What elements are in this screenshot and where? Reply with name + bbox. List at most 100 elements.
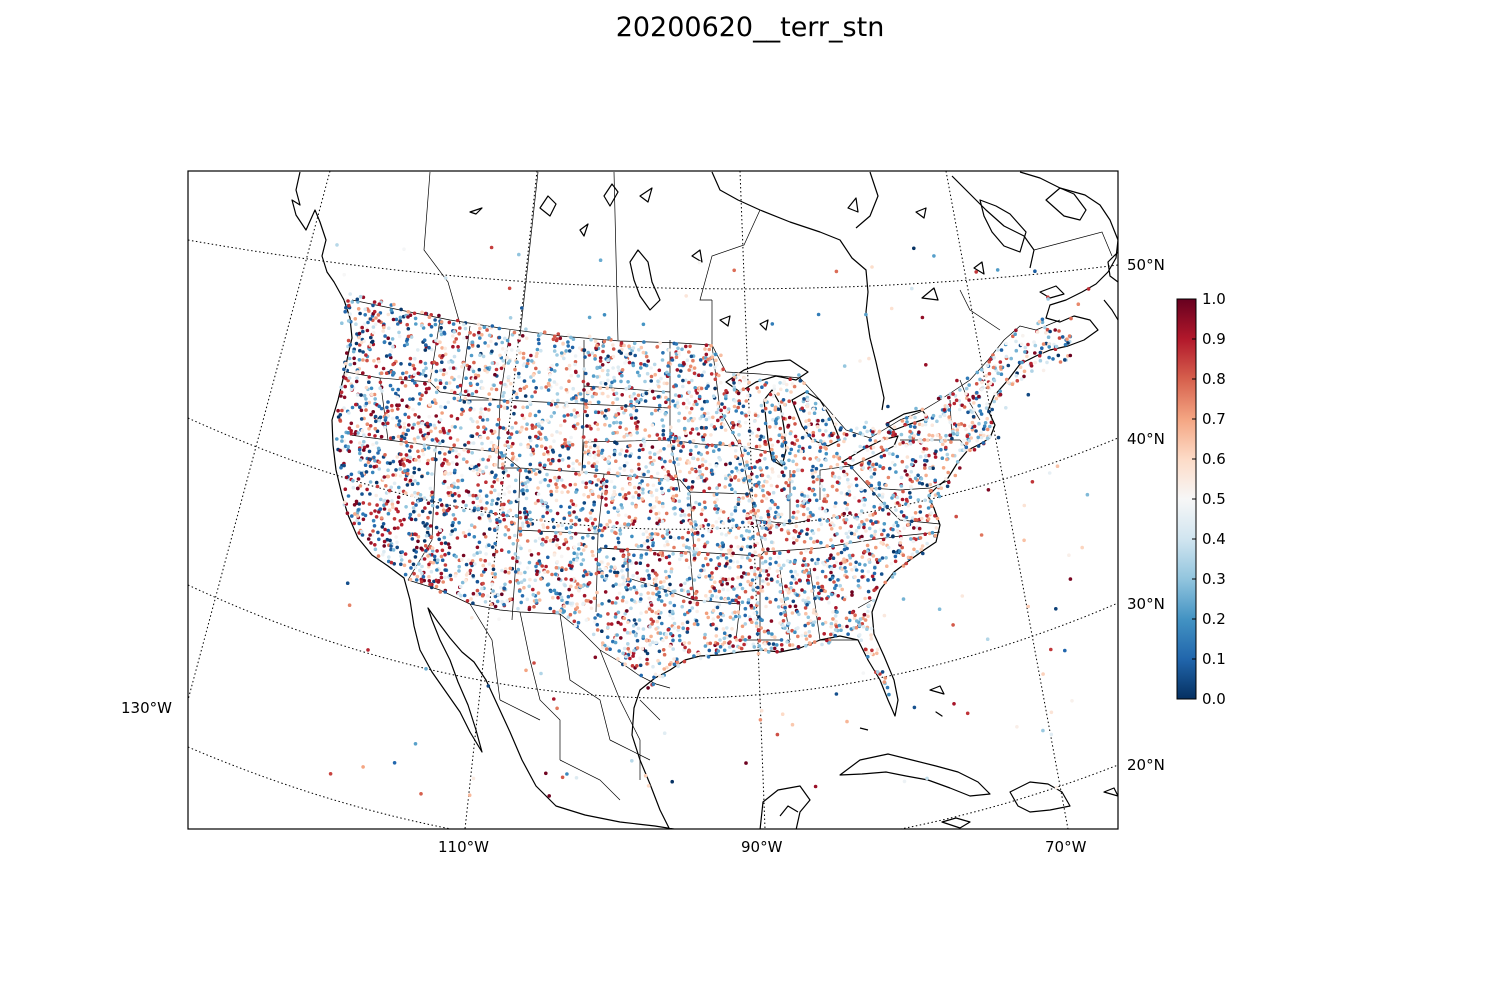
station-dot [753, 465, 757, 470]
station-dot [587, 334, 592, 339]
station-dot [978, 409, 983, 413]
station-dot [355, 393, 360, 397]
station-dot [695, 547, 699, 551]
station-dot [613, 449, 617, 454]
station-dot [806, 596, 810, 600]
station-dot [390, 408, 395, 413]
station-dot [854, 568, 859, 572]
station-dot [927, 493, 931, 498]
station-dot [650, 423, 655, 427]
station-dot [427, 345, 431, 350]
station-dot [552, 380, 557, 384]
us-mexico-border [407, 579, 671, 689]
station-dot [707, 529, 711, 533]
station-dot [430, 457, 435, 461]
station-dot [429, 429, 433, 434]
station-dot [760, 618, 764, 622]
station-dot [391, 362, 395, 367]
station-dot [736, 575, 740, 580]
station-dot [719, 508, 723, 513]
station-dot [1040, 346, 1044, 351]
station-dot [646, 469, 651, 474]
station-dot [635, 431, 639, 435]
station-dot [524, 336, 529, 341]
station-dot [627, 344, 631, 349]
station-dot [515, 559, 519, 564]
station-dot [703, 433, 707, 437]
station-dot [509, 432, 514, 436]
station-dot [397, 334, 402, 339]
station-dot [601, 455, 605, 460]
station-dot [392, 517, 397, 521]
station-dot [632, 519, 637, 523]
station-dot [779, 643, 784, 647]
station-dot [705, 540, 710, 545]
station-dot [737, 443, 742, 448]
station-dot [747, 520, 751, 525]
station-dot [432, 579, 436, 584]
station-dot [636, 576, 640, 580]
station-dot [659, 580, 663, 584]
station-dot [1063, 358, 1067, 362]
station-dot [505, 355, 509, 360]
station-dot [957, 422, 961, 427]
station-dot [746, 579, 750, 584]
station-dot [759, 647, 763, 652]
station-dot [496, 497, 500, 501]
station-dot [613, 615, 618, 619]
station-dot [595, 628, 600, 632]
station-dot [717, 516, 722, 521]
station-dot [817, 442, 822, 447]
station-dot [594, 392, 598, 396]
station-dot [377, 460, 382, 465]
station-dot [637, 496, 641, 500]
station-dot [353, 317, 358, 321]
station-dot [361, 512, 365, 516]
station-dot [850, 590, 854, 594]
station-dot [994, 396, 999, 401]
station-dot [738, 638, 742, 643]
station-dot [695, 602, 699, 607]
parallel-line [188, 746, 1118, 829]
station-dot [590, 549, 594, 554]
station-dot [793, 434, 798, 439]
station-dot [386, 312, 391, 317]
station-dot [772, 551, 777, 555]
station-dot [690, 606, 695, 610]
station-dot [397, 403, 401, 408]
station-dot [886, 545, 891, 550]
station-dot [866, 589, 871, 594]
station-dot [627, 515, 632, 519]
station-dot [799, 449, 804, 454]
station-dot [442, 457, 447, 462]
station-dot [774, 455, 778, 459]
station-dot [624, 585, 628, 590]
station-dot [923, 458, 927, 463]
station-dot [622, 343, 626, 348]
station-dot [481, 457, 485, 462]
station-dot [362, 448, 366, 452]
station-dot [743, 378, 747, 383]
station-dot [625, 449, 629, 453]
station-dot [493, 512, 498, 516]
station-dot [606, 622, 611, 626]
station-dot [518, 532, 523, 537]
station-dot [871, 426, 875, 431]
station-dot [760, 499, 764, 504]
station-dot [785, 588, 789, 592]
station-dot [650, 493, 654, 498]
station-dot [460, 580, 465, 585]
station-dot [829, 538, 833, 542]
station-dot [758, 437, 762, 442]
station-dot [844, 432, 849, 437]
station-dot [450, 424, 455, 429]
station-dot [374, 441, 379, 445]
station-dot [740, 600, 745, 604]
station-dot [599, 451, 604, 455]
station-dot [471, 574, 476, 578]
station-dot [625, 433, 629, 438]
station-dot [340, 439, 344, 443]
station-dot [1011, 334, 1015, 339]
station-dot [435, 568, 439, 572]
station-dot [783, 433, 787, 437]
